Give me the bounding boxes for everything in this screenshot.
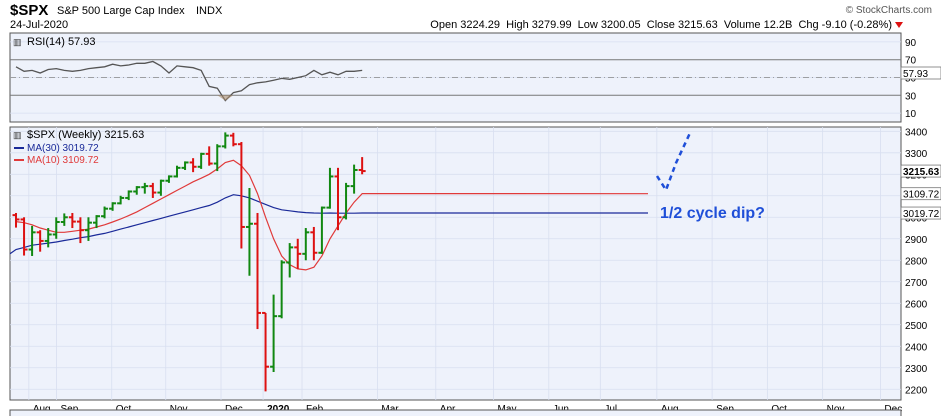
price-panel: 2200230024002500260027002800290030003100… — [9, 126, 941, 415]
ohlc-bar — [262, 311, 270, 392]
price-tick-label: 3400 — [905, 127, 928, 138]
ohlc-bar — [117, 195, 125, 205]
exchange: INDX — [196, 5, 223, 17]
value-text: 3215.63 — [903, 167, 940, 178]
rsi-tick-label: 70 — [905, 56, 917, 67]
chart-header: $SPX S&P 500 Large Cap Index INDX 24-Jul… — [10, 2, 932, 31]
ohlc-bar — [68, 212, 76, 229]
chart-icon: ▥ — [13, 130, 22, 140]
symbol: $SPX — [10, 2, 48, 19]
price-tick-label: 2900 — [905, 235, 928, 246]
ohlc-bar — [221, 132, 229, 149]
ohlc-bar — [44, 228, 52, 248]
ohlc-bar — [141, 182, 149, 194]
ohlc-bar — [165, 175, 173, 183]
ohlc-bar — [302, 228, 310, 261]
value-box — [900, 164, 941, 178]
rsi-tick-label: 90 — [905, 38, 917, 49]
ohlc-bar — [52, 217, 60, 239]
ohlc-bar — [245, 188, 253, 276]
price-tick-label: 2300 — [905, 364, 928, 375]
rsi-extreme-fill — [225, 95, 234, 101]
value-text: 3019.72 — [903, 209, 940, 220]
price-tick-label: 2600 — [905, 299, 928, 310]
index-name: S&P 500 Large Cap Index — [57, 5, 185, 17]
ohlc-bar — [93, 215, 100, 229]
ohlc-bar — [326, 167, 334, 209]
rsi-tick-label: 30 — [905, 91, 917, 102]
ma10-legend: MA(10) 3109.72 — [27, 155, 99, 166]
ohlc-bar — [294, 238, 302, 269]
ohlc-bar — [76, 217, 84, 244]
rsi-line — [15, 60, 363, 102]
ohlc-bar — [350, 164, 358, 194]
ohlc-bar — [101, 206, 109, 219]
ma30-value-label: 3019.72 — [900, 206, 941, 220]
ohlc-bar — [133, 186, 141, 195]
ohlc-bar — [254, 212, 261, 330]
price-tick-label: 2200 — [905, 385, 928, 396]
rsi-legend: RSI(14) 57.93 — [27, 36, 95, 48]
ohlc-bar — [197, 152, 205, 169]
ma30-line — [9, 194, 648, 255]
rsi-last-value-box — [900, 66, 941, 80]
ohlc-bar — [334, 167, 342, 231]
value-box — [900, 206, 941, 220]
rsi-last-value: 57.93 — [903, 69, 928, 80]
projection-arrow — [655, 132, 692, 193]
ma10-value-label: 3109.72 — [900, 187, 941, 201]
ohlc-bar — [342, 182, 350, 220]
ohlc-bar — [109, 202, 117, 211]
ohlc-bar — [36, 230, 44, 252]
ohlc-bar — [205, 146, 213, 166]
price-panel-bg — [9, 126, 902, 401]
ohlc-bar — [213, 144, 221, 172]
ohlc-bar — [310, 226, 318, 261]
chart-date: 24-Jul-2020 — [10, 19, 68, 31]
ohlc-bar — [181, 161, 189, 170]
ohlc-bar — [149, 182, 157, 198]
ohlc-bar — [60, 213, 68, 226]
last-price-label: 3215.63 — [900, 164, 941, 178]
price-tick-label: 2500 — [905, 321, 928, 332]
rsi-panel: 1030507090 57.93 RSI(14) 57.93 ▥ — [9, 32, 941, 123]
chart-icon: ▥ — [13, 37, 22, 47]
ohlc-bar — [173, 165, 181, 178]
ohlc-bar — [20, 217, 28, 256]
ohlc-bar — [358, 157, 366, 175]
annotation: 1/2 cycle dip? — [660, 205, 765, 222]
ohlc-bar — [189, 158, 197, 173]
rsi-tick-label: 10 — [905, 109, 917, 120]
ohlc-bar — [157, 179, 165, 196]
ma10-line — [15, 159, 649, 271]
ohlc-bar — [125, 190, 133, 201]
value-box — [900, 187, 941, 201]
ohlc-bar — [286, 243, 294, 278]
price-tick-label: 2800 — [905, 256, 928, 267]
ohlc-readout: Open 3224.29 High 3279.99 Low 3200.05 Cl… — [430, 19, 892, 31]
price-tick-label: 2400 — [905, 342, 928, 353]
bottom-panel-edge — [9, 409, 902, 416]
rsi-extreme-fill — [217, 95, 226, 101]
ohlc-bar — [237, 142, 245, 249]
value-text: 3109.72 — [903, 190, 940, 201]
ma30-legend: MA(30) 3019.72 — [27, 143, 99, 154]
ohlc-bar — [84, 217, 92, 241]
price-tick-label: 2700 — [905, 278, 928, 289]
price-legend: $SPX (Weekly) 3215.63 — [27, 129, 144, 141]
brand: © StockCharts.com — [846, 5, 932, 16]
down-arrow-icon — [895, 22, 903, 28]
ohlc-bar — [229, 132, 237, 147]
ohlc-bar — [278, 260, 286, 319]
ohlc-bar — [28, 225, 36, 256]
ohlc-bar — [12, 212, 20, 228]
ohlc-bar — [270, 294, 278, 373]
price-tick-label: 3300 — [905, 149, 928, 160]
ohlc-bar — [318, 206, 326, 254]
